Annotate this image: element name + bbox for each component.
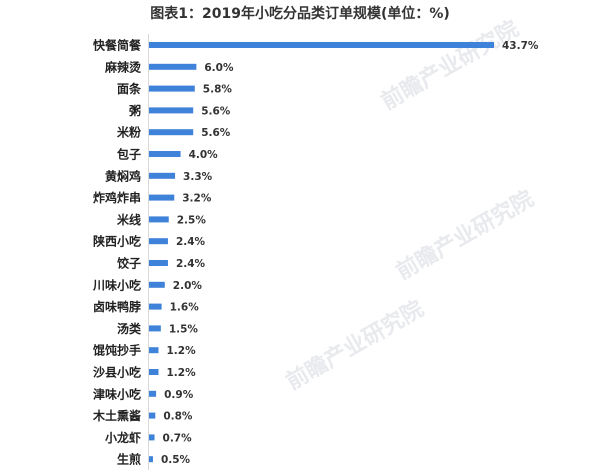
bar	[149, 434, 155, 441]
data-label: 2.0%	[173, 280, 203, 292]
data-label: 5.6%	[201, 105, 231, 117]
data-label: 2.4%	[176, 236, 206, 248]
category-label: 包子	[116, 147, 141, 162]
bar	[149, 85, 195, 92]
bar	[149, 151, 181, 157]
watermark: 前瞻产业研究院	[392, 186, 538, 286]
data-label: 0.5%	[161, 454, 191, 466]
chart-title: 图表1：2019年小吃分品类订单规模(单位：%)	[150, 5, 450, 22]
bars-group: 快餐简餐 43.7% 麻辣烫 6.0% 面条 5.8% 粥 5.6% 米粉 5.6% 包子 4.0% 黄…	[92, 38, 539, 467]
bar	[149, 412, 156, 419]
bar	[149, 238, 168, 245]
data-label: 3.3%	[183, 171, 213, 183]
bar	[149, 347, 159, 354]
category-label: 麻辣烫	[104, 59, 142, 74]
bar	[149, 281, 165, 288]
bar	[149, 456, 153, 463]
bar	[149, 172, 176, 179]
data-label: 43.7%	[502, 40, 539, 52]
data-label: 0.9%	[164, 389, 194, 401]
bar	[149, 303, 162, 310]
category-label: 米线	[117, 212, 141, 227]
bar	[149, 107, 194, 114]
category-label: 面条	[117, 81, 142, 96]
data-label: 5.6%	[201, 127, 231, 139]
data-label: 1.2%	[166, 367, 196, 379]
category-label: 木土熏酱	[92, 408, 141, 423]
category-label: 饺子	[117, 256, 141, 271]
bar	[149, 390, 157, 397]
data-label: 1.2%	[166, 345, 196, 357]
category-label: 津味小吃	[93, 386, 141, 401]
watermarks: 前瞻产业研究院 前瞻产业研究院 前瞻产业研究院	[282, 16, 538, 396]
data-label: 1.5%	[169, 323, 199, 335]
category-label: 粥	[129, 103, 141, 118]
data-label: 5.8%	[203, 84, 233, 96]
bar	[149, 129, 194, 136]
category-label: 生煎	[117, 452, 141, 467]
data-label: 4.0%	[189, 149, 219, 161]
category-label: 炸鸡炸串	[93, 190, 141, 205]
category-label: 馄饨抄手	[92, 343, 141, 358]
category-label: 陕西小吃	[93, 234, 141, 249]
category-label: 卤味鸭脖	[93, 299, 141, 314]
bar	[149, 63, 197, 70]
category-label: 快餐简餐	[93, 38, 142, 53]
data-label: 6.0%	[204, 62, 234, 74]
data-label: 2.4%	[176, 258, 206, 270]
bar	[149, 216, 169, 223]
data-label: 2.5%	[177, 214, 207, 226]
category-label: 米粉	[117, 125, 141, 140]
data-label: 1.6%	[170, 302, 200, 314]
data-label: 3.2%	[182, 193, 212, 205]
bar	[149, 325, 161, 332]
data-label: 0.8%	[163, 411, 193, 423]
bar	[149, 42, 494, 48]
data-label: 0.7%	[163, 432, 193, 444]
bar	[149, 194, 175, 201]
category-label: 汤类	[117, 321, 142, 336]
category-label: 川味小吃	[92, 277, 141, 292]
category-label: 黄焖鸡	[105, 168, 141, 183]
watermark: 前瞻产业研究院	[377, 16, 523, 116]
watermark: 前瞻产业研究院	[282, 296, 428, 396]
bar	[149, 260, 168, 266]
category-label: 沙县小吃	[93, 365, 141, 380]
bar	[149, 369, 159, 375]
category-label: 小龙虾	[105, 430, 141, 445]
